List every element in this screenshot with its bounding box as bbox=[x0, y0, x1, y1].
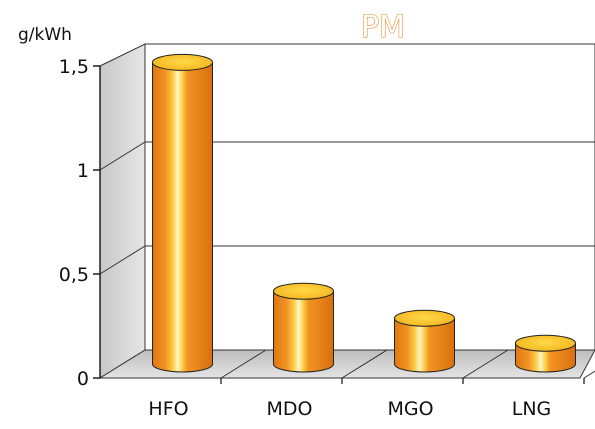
y-tick-label: 0 bbox=[77, 368, 89, 390]
y-axis-ticks: 0 0,5 1 1,5 bbox=[59, 56, 101, 390]
floor-divider bbox=[462, 349, 509, 379]
y-axis-unit-label: g/kWh bbox=[18, 25, 72, 45]
bar-body bbox=[152, 62, 213, 365]
bars bbox=[152, 53, 576, 373]
x-axis-labels: HFO MDO MGO LNG bbox=[148, 398, 551, 420]
bar-top bbox=[515, 334, 576, 352]
floor-divider bbox=[220, 349, 267, 379]
bar-top bbox=[394, 309, 455, 327]
floor-divider bbox=[341, 349, 388, 379]
x-category-label: MDO bbox=[267, 398, 313, 420]
bar-base bbox=[273, 363, 334, 373]
bar-top bbox=[273, 282, 334, 300]
x-category-label: HFO bbox=[148, 398, 188, 420]
chart-frame bbox=[98, 43, 595, 379]
bar-hfo bbox=[152, 53, 213, 373]
x-category-label: LNG bbox=[512, 398, 552, 420]
gridlines bbox=[99, 141, 595, 275]
floor-dividers bbox=[220, 349, 595, 384]
bar-lng bbox=[515, 334, 576, 373]
y-tick-label: 0,5 bbox=[59, 264, 89, 286]
bar-body bbox=[273, 291, 334, 364]
floor bbox=[98, 349, 595, 379]
side-wall-gridline bbox=[99, 245, 146, 275]
bar-base bbox=[152, 363, 213, 373]
bar-top bbox=[152, 53, 213, 71]
bar-mdo bbox=[273, 282, 334, 373]
y-tick-label: 1 bbox=[77, 160, 89, 182]
bar-mgo bbox=[394, 309, 455, 373]
chart-title: PM bbox=[361, 10, 405, 45]
x-category-label: MGO bbox=[387, 398, 433, 420]
y-tick-label: 1,5 bbox=[59, 56, 89, 78]
bar-base bbox=[515, 363, 576, 373]
bar-base bbox=[394, 363, 455, 373]
side-wall-gridline bbox=[99, 141, 146, 171]
side-wall bbox=[99, 43, 146, 379]
floor-divider bbox=[583, 370, 595, 379]
